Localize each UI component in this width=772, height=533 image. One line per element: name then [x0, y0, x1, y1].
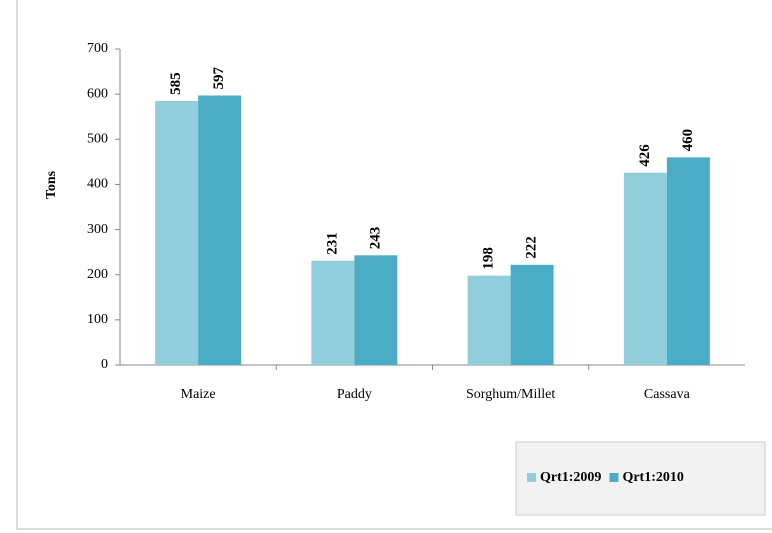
- legend-label: Qrt1:2009: [540, 470, 601, 485]
- value-label: 222: [524, 236, 540, 259]
- bar: [155, 100, 199, 366]
- chart-frame: [16, 0, 772, 530]
- bar: [623, 172, 667, 365]
- x-tick-label: Cassava: [644, 387, 691, 402]
- bar: [510, 264, 554, 365]
- value-label: 460: [680, 129, 696, 152]
- value-label: 426: [637, 144, 653, 167]
- y-tick-label: 400: [87, 177, 108, 192]
- value-label: 585: [168, 72, 184, 95]
- value-label: 243: [367, 227, 383, 250]
- legend-swatch: [527, 473, 536, 482]
- bar: [311, 260, 355, 365]
- bar: [198, 95, 242, 366]
- value-label: 198: [481, 247, 497, 270]
- y-axis-label: Tons: [44, 170, 59, 199]
- bar: [354, 255, 398, 365]
- y-tick-label: 600: [87, 86, 108, 101]
- x-tick-label: Maize: [181, 387, 216, 402]
- y-tick-label: 100: [87, 312, 108, 327]
- y-tick-label: 200: [87, 267, 108, 282]
- bar: [666, 157, 710, 365]
- value-label: 231: [324, 232, 340, 255]
- legend-swatch: [609, 473, 619, 482]
- legend-label: Qrt1:2010: [622, 470, 683, 485]
- y-tick-label: 300: [87, 222, 108, 237]
- y-tick-label: 700: [87, 41, 108, 56]
- y-tick-label: 0: [101, 357, 108, 372]
- legend-box: [515, 441, 766, 516]
- x-tick-label: Sorghum/Millet: [466, 387, 555, 402]
- y-tick-label: 500: [87, 132, 108, 147]
- value-label: 597: [211, 66, 227, 89]
- bar: [467, 275, 511, 365]
- x-tick-label: Paddy: [337, 387, 372, 402]
